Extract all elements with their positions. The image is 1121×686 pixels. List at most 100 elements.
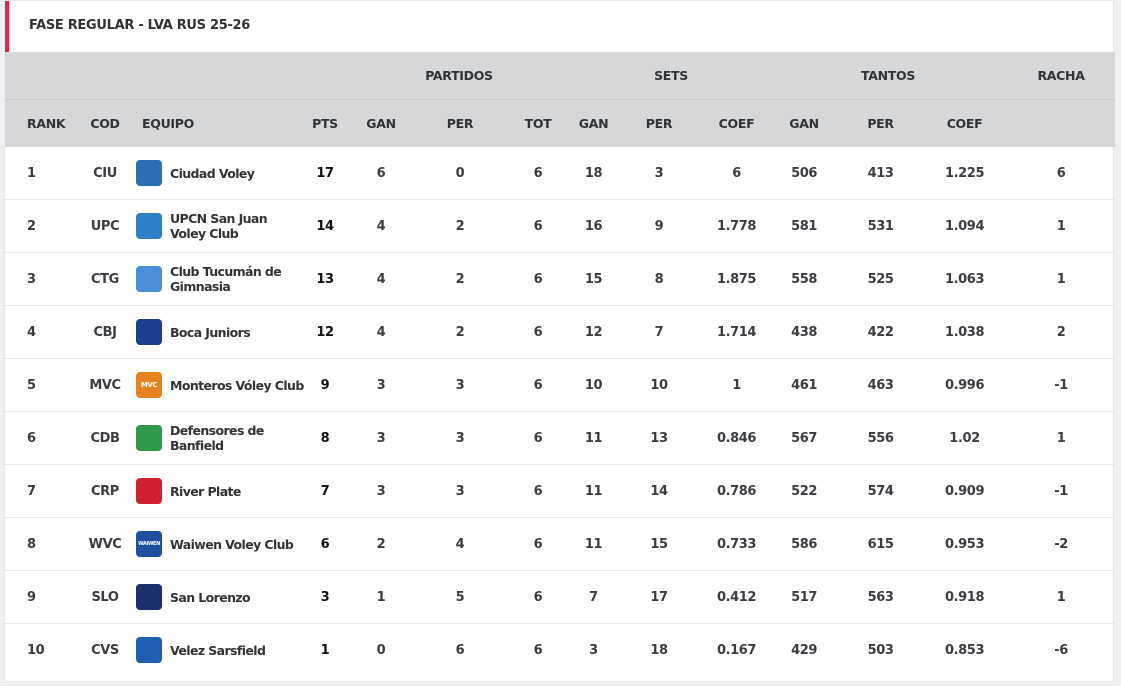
pts-cell: 13 [305, 252, 345, 306]
table-row[interactable]: 3 CTG Club Tucumán de Gimnasia 13 4 2 6 15 8 1.87… [5, 252, 1116, 306]
team-name[interactable]: Boca Juniors [170, 324, 251, 340]
racha-cell: -1 [1007, 358, 1116, 412]
team-cell[interactable]: Velez Sarsfield [130, 624, 305, 677]
scoef-cell: 0.412 [704, 570, 770, 624]
pgan-cell: 3 [345, 358, 417, 412]
sgan-cell: 3 [589, 642, 598, 658]
title-bar: FASE REGULAR - LVA RUS 25-26 [5, 1, 1115, 52]
tgan-cell: 567 [769, 411, 840, 465]
sper-cell: 9 [614, 199, 704, 253]
rank-cell: 6 [5, 411, 80, 465]
table-row[interactable]: 9 SLO San Lorenzo 3 1 5 6 7 17 0.412 517 563 0.918 1 [5, 570, 1116, 624]
col-header-sets-coef[interactable]: COEF [704, 99, 770, 147]
col-header-rank[interactable]: RANK [5, 99, 80, 147]
racha-cell: 1 [1007, 411, 1116, 465]
team-cell[interactable]: UPCN San Juan Voley Club [130, 199, 305, 253]
code-cell: WVC [80, 517, 130, 571]
table-row[interactable]: 4 CBJ Boca Juniors 12 4 2 6 12 7 1.714 438 422 1.038… [5, 305, 1116, 359]
table-row[interactable]: 6 CDB Defensores de Banfield 8 3 3 6 11 13 0.846 5… [5, 411, 1116, 465]
col-header-partidos-tot[interactable]: TOT [503, 99, 573, 147]
pgan-cell: 6 [345, 147, 417, 200]
group-racha: RACHA [1007, 52, 1116, 100]
ptot-cell: 6 [503, 464, 573, 518]
pgan-cell: 4 [345, 252, 417, 306]
tcoef-cell: 0.853 [944, 642, 985, 658]
team-name[interactable]: UPCN San Juan Voley Club [170, 211, 268, 241]
pper-cell: 4 [417, 517, 503, 571]
team-name[interactable]: Club Tucumán de Gimnasia [170, 264, 282, 294]
team-name[interactable]: Defensores de Banfield [170, 423, 264, 453]
tcoef-cell: 1.094 [922, 199, 1008, 253]
ptot-cell: 6 [503, 252, 573, 306]
tgan-cell: 461 [769, 358, 840, 412]
col-header-partidos-gan[interactable]: GAN [345, 99, 417, 147]
team-name[interactable]: River Plate [170, 483, 241, 499]
pgan-cell: 4 [345, 305, 417, 359]
tper-cell: 563 [839, 570, 923, 624]
tcoef-cell: 1.225 [922, 147, 1008, 200]
table-row[interactable]: 8 WVC WAIWEN Waiwen Voley Club 6 2 4 6 11 15 0.733… [5, 517, 1116, 571]
col-header-cod[interactable]: COD [80, 99, 130, 147]
col-header-tantos-per[interactable]: PER [839, 99, 923, 147]
tper-cell: 531 [839, 199, 923, 253]
pper-cell: 3 [417, 411, 503, 465]
ptot-cell: 6 [503, 411, 573, 465]
team-name[interactable]: Monteros Vóley Club [170, 377, 304, 393]
col-header-sets-gan[interactable]: GAN [573, 99, 614, 147]
racha-cell: 1 [1007, 570, 1116, 624]
team-name[interactable]: Ciudad Voley [170, 165, 255, 181]
team-cell[interactable]: River Plate [130, 464, 305, 518]
team-name[interactable]: San Lorenzo [170, 589, 251, 605]
table-row[interactable]: 7 CRP River Plate 7 3 3 6 11 14 0.786 522 574 0.909-… [5, 464, 1116, 518]
col-header-partidos-per[interactable]: PER [417, 99, 503, 147]
table-row[interactable]: 10 CVS Velez Sarsfield 1 0 6 6 3 18 0.167 429 503 0.… [5, 624, 1115, 677]
pts-cell: 12 [305, 305, 345, 359]
code-cell: CBJ [80, 305, 130, 359]
table-row[interactable]: 2 UPC UPCN San Juan Voley Club 14 4 2 6 16 9 1.77… [5, 199, 1116, 253]
sgan-cell: 11 [573, 411, 614, 465]
tcoef-cell: 0.909 [922, 464, 1008, 518]
team-cell[interactable]: Boca Juniors [130, 305, 305, 359]
code-cell: SLO [80, 570, 130, 624]
ctg-logo-icon [136, 266, 162, 292]
team-name[interactable]: Velez Sarsfield [170, 642, 266, 658]
col-header-sets-per[interactable]: PER [614, 99, 704, 147]
pper-cell: 2 [417, 305, 503, 359]
col-header-pts[interactable]: PTS [305, 99, 345, 147]
sper-cell: 18 [650, 642, 668, 658]
sper-cell: 14 [614, 464, 704, 518]
scoef-cell: 1.875 [704, 252, 770, 306]
tper-cell: 615 [839, 517, 923, 571]
team-cell[interactable]: MVC Monteros Vóley Club [130, 358, 305, 412]
code-cell: CDB [80, 411, 130, 465]
pgan-cell: 1 [345, 570, 417, 624]
tcoef-cell: 0.996 [922, 358, 1008, 412]
table-row[interactable]: 5 MVC MVC Monteros Vóley Club 9 3 3 6 10 10 1 461 46… [5, 358, 1116, 412]
col-header-equipo[interactable]: EQUIPO [130, 99, 305, 147]
sper-cell: 3 [614, 147, 704, 200]
team-cell[interactable]: Ciudad Voley [130, 147, 305, 200]
standings-card: FASE REGULAR - LVA RUS 25-26 PARTIDOS SE… [4, 0, 1116, 682]
racha-cell: -2 [1007, 517, 1116, 571]
tper-cell: 503 [867, 642, 894, 658]
team-cell[interactable]: San Lorenzo [130, 570, 305, 624]
team-cell[interactable]: WAIWEN Waiwen Voley Club [130, 517, 305, 571]
sgan-cell: 12 [573, 305, 614, 359]
racha-cell: 2 [1007, 305, 1116, 359]
col-header-tantos-coef[interactable]: COEF [922, 99, 1008, 147]
standings-table: PARTIDOS SETS TANTOS RACHA RANK COD EQUIPO… [5, 52, 1116, 677]
tgan-cell: 522 [769, 464, 840, 518]
team-name[interactable]: Waiwen Voley Club [170, 536, 294, 552]
pts-cell: 6 [305, 517, 345, 571]
team-cell[interactable]: Defensores de Banfield [130, 411, 305, 465]
tper-cell: 556 [839, 411, 923, 465]
code-cell: CIU [80, 147, 130, 200]
col-header-tantos-gan[interactable]: GAN [769, 99, 840, 147]
table-row[interactable]: 1 CIU Ciudad Voley 17 6 0 6 18 3 6 506 413 1.225 6 [5, 147, 1116, 200]
pts-cell: 3 [305, 570, 345, 624]
group-sets: SETS [573, 52, 770, 100]
team-cell[interactable]: Club Tucumán de Gimnasia [130, 252, 305, 306]
code-cell: UPC [80, 199, 130, 253]
river-logo-icon [136, 478, 162, 504]
ptot-cell: 6 [503, 358, 573, 412]
